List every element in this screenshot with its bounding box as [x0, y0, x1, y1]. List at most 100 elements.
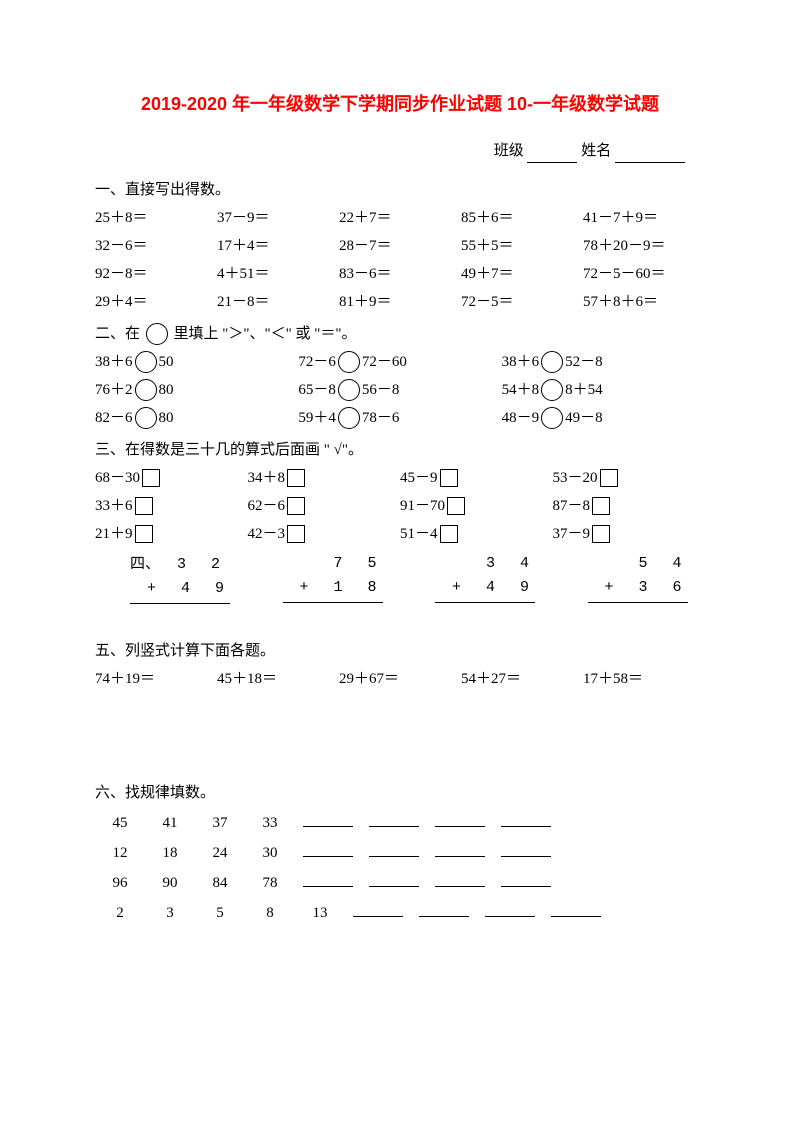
- circle-icon: [146, 323, 168, 345]
- pattern-row: 235813: [95, 901, 705, 925]
- circle-icon[interactable]: [135, 379, 157, 401]
- section6-rows: 454137331218243096908478235813: [95, 811, 705, 925]
- section6-heading: 六、找规律填数。: [95, 781, 705, 805]
- pattern-blank[interactable]: [353, 902, 403, 917]
- section1-rows: 25＋8＝37－9＝22＋7＝85＋6＝41－7＋9＝32－6＝17＋4＝28－…: [95, 206, 705, 314]
- name-label: 姓名: [581, 143, 611, 159]
- compare-cell: 82－680: [95, 406, 298, 430]
- equation-cell: 57＋8＋6＝: [583, 290, 705, 314]
- check-cell: 91－70: [400, 494, 553, 518]
- pattern-num: 5: [195, 901, 245, 925]
- section5-row: 74＋19＝45＋18＝29＋67＝54＋27＝17＋58＝: [95, 667, 705, 691]
- vertical-problem: 7 5 + 1 8: [248, 552, 401, 604]
- name-blank[interactable]: [615, 148, 685, 163]
- pattern-blank[interactable]: [435, 872, 485, 887]
- equation-cell: 4＋51＝: [217, 262, 339, 286]
- pattern-blank[interactable]: [435, 812, 485, 827]
- check-cell: 21＋9: [95, 522, 248, 546]
- equation-cell: 92－8＝: [95, 262, 217, 286]
- equation-cell: 72－5－60＝: [583, 262, 705, 286]
- circle-icon[interactable]: [338, 351, 360, 373]
- pattern-blank[interactable]: [435, 842, 485, 857]
- circle-icon[interactable]: [338, 407, 360, 429]
- circle-icon[interactable]: [338, 379, 360, 401]
- check-cell: 53－20: [553, 466, 706, 490]
- equation-cell: 85＋6＝: [461, 206, 583, 230]
- equation-cell: 29＋4＝: [95, 290, 217, 314]
- square-icon[interactable]: [287, 497, 305, 515]
- class-blank[interactable]: [527, 148, 577, 163]
- equation-cell: 21－8＝: [217, 290, 339, 314]
- equation-cell: 83－6＝: [339, 262, 461, 286]
- circle-icon[interactable]: [541, 407, 563, 429]
- check-cell: 62－6: [248, 494, 401, 518]
- circle-icon[interactable]: [541, 351, 563, 373]
- square-icon[interactable]: [287, 469, 305, 487]
- pattern-blank[interactable]: [369, 812, 419, 827]
- class-label: 班级: [494, 143, 524, 159]
- section3-rows: 68－3034＋845－953－2033＋662－691－7087－821＋94…: [95, 466, 705, 546]
- compare-cell: 54＋88＋54: [502, 378, 705, 402]
- square-icon[interactable]: [447, 497, 465, 515]
- circle-icon[interactable]: [135, 351, 157, 373]
- square-icon[interactable]: [135, 525, 153, 543]
- pattern-blank[interactable]: [369, 872, 419, 887]
- pattern-num: 37: [195, 811, 245, 835]
- check-cell: 33＋6: [95, 494, 248, 518]
- circle-icon[interactable]: [135, 407, 157, 429]
- equation-cell: 28－7＝: [339, 234, 461, 258]
- equation-cell: 32－6＝: [95, 234, 217, 258]
- square-icon[interactable]: [592, 497, 610, 515]
- pattern-num: 78: [245, 871, 295, 895]
- pattern-num: 3: [145, 901, 195, 925]
- equation-cell: 17＋58＝: [583, 667, 705, 691]
- square-icon[interactable]: [600, 469, 618, 487]
- square-icon[interactable]: [440, 525, 458, 543]
- equation-cell: 55＋5＝: [461, 234, 583, 258]
- equation-cell: 25＋8＝: [95, 206, 217, 230]
- pattern-row: 96908478: [95, 871, 705, 895]
- square-icon[interactable]: [592, 525, 610, 543]
- equation-cell: 49＋7＝: [461, 262, 583, 286]
- square-icon[interactable]: [135, 497, 153, 515]
- square-icon[interactable]: [142, 469, 160, 487]
- pattern-blank[interactable]: [419, 902, 469, 917]
- equation-cell: 81＋9＝: [339, 290, 461, 314]
- pattern-blank[interactable]: [303, 812, 353, 827]
- page-title: 2019-2020 年一年级数学下学期同步作业试题 10-一年级数学试题: [95, 90, 705, 119]
- vertical-problem: 四、 3 2 + 4 9: [95, 552, 248, 604]
- pattern-blank[interactable]: [485, 902, 535, 917]
- section2-heading: 二、在 里填上 "＞"、"＜" 或 "＝"。: [95, 322, 705, 346]
- pattern-num: 84: [195, 871, 245, 895]
- pattern-blank[interactable]: [501, 842, 551, 857]
- pattern-num: 41: [145, 811, 195, 835]
- check-cell: 45－9: [400, 466, 553, 490]
- pattern-blank[interactable]: [303, 872, 353, 887]
- equation-cell: 74＋19＝: [95, 667, 217, 691]
- circle-icon[interactable]: [541, 379, 563, 401]
- equation-cell: 17＋4＝: [217, 234, 339, 258]
- pattern-blank[interactable]: [303, 842, 353, 857]
- section2-rows: 38＋65072－672－6038＋652－876＋28065－856－854＋…: [95, 350, 705, 430]
- equation-cell: 78＋20－9＝: [583, 234, 705, 258]
- section5-heading: 五、列竖式计算下面各题。: [95, 639, 705, 663]
- s2-head-pre: 二、在: [95, 326, 140, 342]
- pattern-blank[interactable]: [501, 812, 551, 827]
- check-cell: 37－9: [553, 522, 706, 546]
- square-icon[interactable]: [440, 469, 458, 487]
- pattern-num: 13: [295, 901, 345, 925]
- check-cell: 51－4: [400, 522, 553, 546]
- pattern-blank[interactable]: [369, 842, 419, 857]
- pattern-row: 12182430: [95, 841, 705, 865]
- pattern-num: 96: [95, 871, 145, 895]
- check-cell: 68－30: [95, 466, 248, 490]
- vertical-problem: 3 4 + 4 9: [400, 552, 553, 604]
- square-icon[interactable]: [287, 525, 305, 543]
- section1-heading: 一、直接写出得数。: [95, 178, 705, 202]
- section4: 四、 3 2 + 4 9 7 5 + 1 8 3 4 + 4 9 5 4 + 3…: [95, 552, 705, 604]
- pattern-blank[interactable]: [551, 902, 601, 917]
- check-cell: 34＋8: [248, 466, 401, 490]
- pattern-blank[interactable]: [501, 872, 551, 887]
- pattern-num: 90: [145, 871, 195, 895]
- compare-cell: 38＋650: [95, 350, 298, 374]
